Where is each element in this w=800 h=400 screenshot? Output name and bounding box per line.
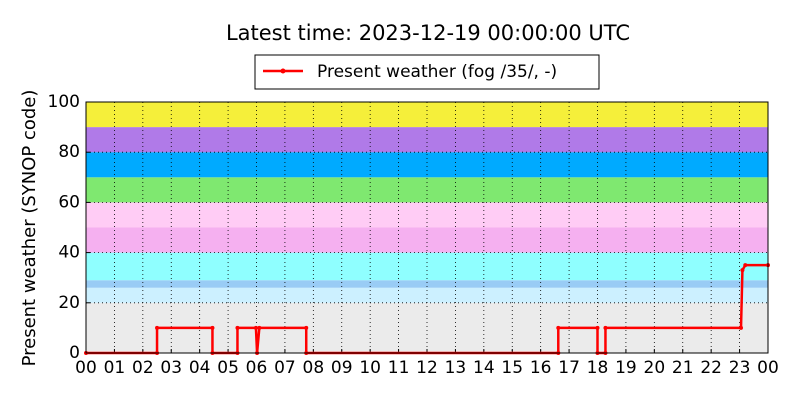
x-tick-label: 22: [700, 358, 722, 378]
x-tick-label: 17: [558, 358, 580, 378]
x-tick-label: 03: [160, 358, 182, 378]
data-point: [740, 268, 745, 273]
x-tick-label: 20: [644, 358, 666, 378]
y-tick-label: 0: [69, 343, 80, 363]
weather-band: [86, 227, 768, 253]
data-point: [603, 325, 608, 330]
weather-band: [86, 152, 768, 178]
x-tick-label: 06: [246, 358, 268, 378]
data-point: [155, 325, 160, 330]
y-tick-label: 20: [58, 293, 80, 313]
weather-band: [86, 287, 768, 303]
plot-frame: [85, 101, 769, 354]
plot-area: [85, 101, 769, 354]
data-point: [304, 325, 309, 330]
data-point: [739, 325, 744, 330]
data-point: [235, 325, 240, 330]
x-tick-label: 02: [132, 358, 154, 378]
x-tick-label: 07: [274, 358, 296, 378]
x-tick-label: 05: [217, 358, 239, 378]
y-tick-label: 80: [58, 142, 80, 162]
legend-box: [254, 54, 600, 90]
y-tick-label: 40: [58, 243, 80, 263]
x-tick-label: 12: [416, 358, 438, 378]
data-point: [743, 263, 748, 268]
chart-title: Latest time: 2023-12-19 00:00:00 UTC: [226, 21, 630, 45]
x-tick-label: 11: [388, 358, 410, 378]
data-point: [253, 325, 258, 330]
x-tick-label: 10: [359, 358, 381, 378]
x-tick-label: 16: [530, 358, 552, 378]
x-tick-label: 21: [672, 358, 694, 378]
weather-band: [86, 280, 768, 288]
x-tick-label: 00: [75, 358, 97, 378]
x-tick-label: 15: [501, 358, 523, 378]
x-tick-label: 18: [587, 358, 609, 378]
legend-label: Present weather (fog /35/, -): [317, 62, 557, 82]
x-tick-label: 19: [615, 358, 637, 378]
x-tick-label: 14: [473, 358, 495, 378]
data-point: [556, 325, 561, 330]
x-tick-label: 04: [189, 358, 211, 378]
data-point: [595, 325, 600, 330]
x-tick-label: 00: [757, 358, 779, 378]
x-tick-label: 09: [331, 358, 353, 378]
data-point: [210, 325, 215, 330]
x-tick-label: 08: [303, 358, 325, 378]
y-tick-label: 60: [58, 192, 80, 212]
weather-band: [86, 127, 768, 153]
data-line: [86, 263, 768, 355]
legend: Present weather (fog /35/, -): [254, 54, 600, 90]
y-axis-label: Present weather (SYNOP code): [19, 90, 40, 367]
x-tick-label: 13: [445, 358, 467, 378]
x-tick-label: 01: [104, 358, 126, 378]
y-tick-label: 100: [48, 92, 80, 112]
legend-marker: [280, 68, 286, 74]
x-tick-label: 23: [729, 358, 751, 378]
data-point: [257, 325, 262, 330]
